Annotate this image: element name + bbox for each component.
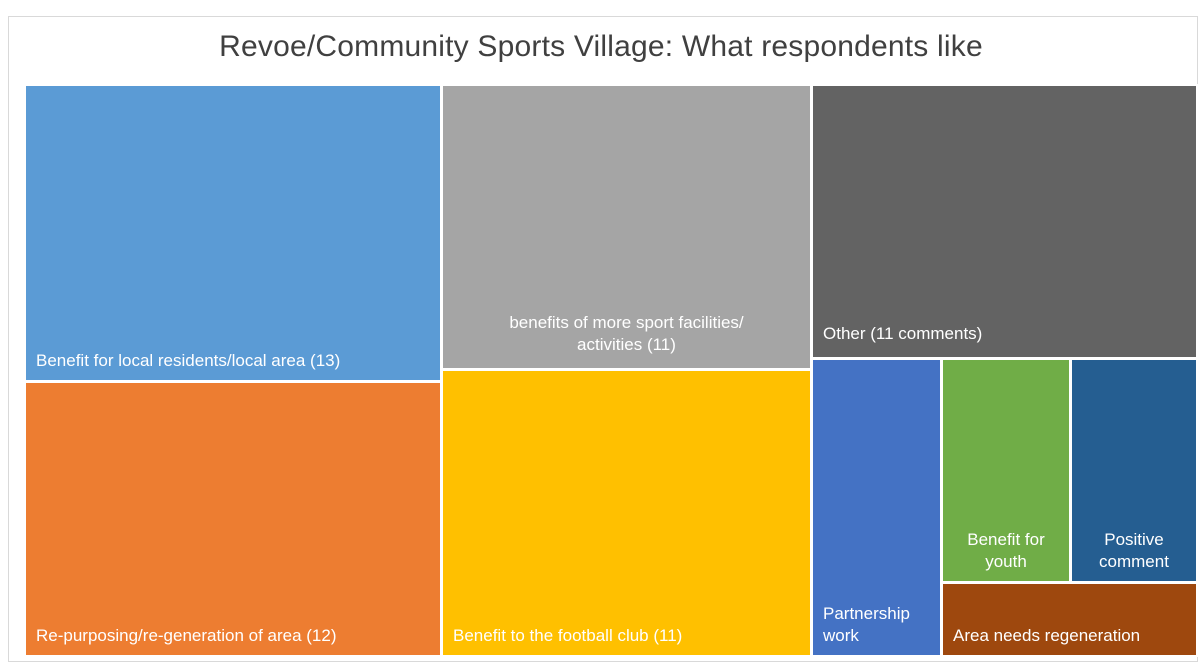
tile-label-youth: Benefit for youth xyxy=(967,529,1045,571)
tile-repurposing: Re-purposing/re-generation of area (12) xyxy=(24,381,442,657)
tile-label-partnership: Partnership work xyxy=(823,603,910,645)
tile-label-repurposing: Re-purposing/re-generation of area (12) xyxy=(36,625,337,645)
tile-youth: Benefit for youth xyxy=(941,358,1071,583)
tile-label-football-club: Benefit to the football club (11) xyxy=(453,625,683,645)
tile-football-club: Benefit to the football club (11) xyxy=(441,369,812,657)
tile-local-residents: Benefit for local residents/local area (… xyxy=(24,84,442,382)
tile-label-sport-facilities: benefits of more sport facilities/ activ… xyxy=(509,312,744,354)
tile-label-positive: Positive comment xyxy=(1099,529,1169,571)
tile-other: Other (11 comments) xyxy=(811,84,1198,359)
tile-partnership: Partnership work xyxy=(811,358,942,657)
tile-area-needs-regeneration: Area needs regeneration xyxy=(941,582,1198,657)
tile-positive: Positive comment xyxy=(1070,358,1198,583)
tile-label-area-needs-regeneration: Area needs regeneration xyxy=(953,625,1141,645)
chart-title: Revoe/Community Sports Village: What res… xyxy=(219,30,983,63)
tile-sport-facilities: benefits of more sport facilities/ activ… xyxy=(441,84,812,370)
tile-label-local-residents: Benefit for local residents/local area (… xyxy=(36,350,341,370)
tile-label-other: Other (11 comments) xyxy=(823,323,983,343)
